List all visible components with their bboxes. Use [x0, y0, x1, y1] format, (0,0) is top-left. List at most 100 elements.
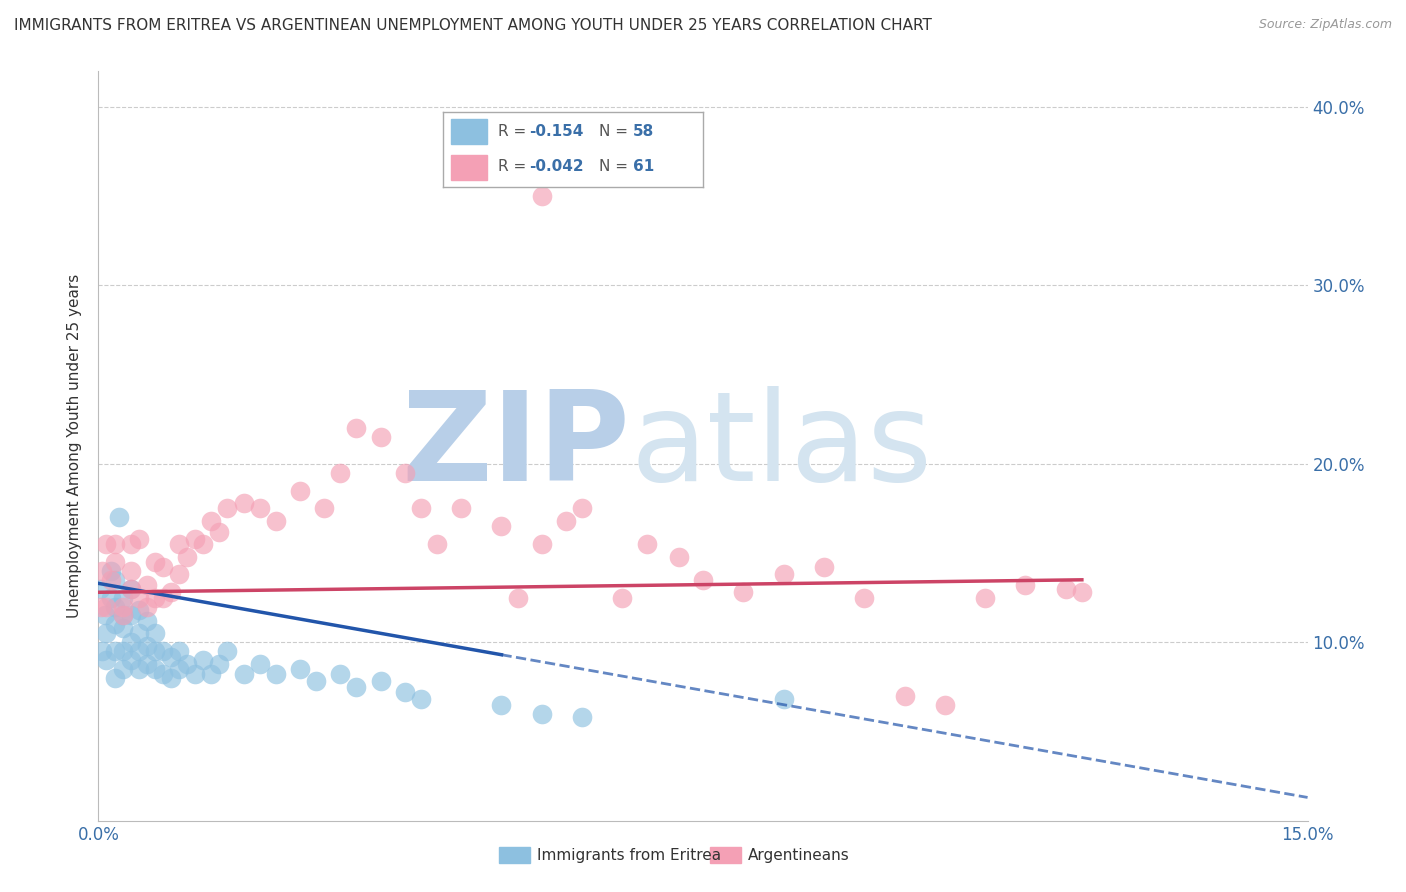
Point [152, 560, 174, 574]
Point [135, 614, 157, 628]
Point [450, 501, 472, 516]
Point [344, 680, 367, 694]
Point [135, 578, 157, 592]
Text: N =: N = [599, 160, 633, 174]
Point [176, 657, 198, 671]
Point [1070, 585, 1092, 599]
Text: Immigrants from Eritrea: Immigrants from Eritrea [537, 848, 721, 863]
Point [394, 466, 416, 480]
Point [232, 496, 254, 510]
Point [128, 644, 150, 658]
Point [120, 653, 142, 667]
Point [491, 519, 513, 533]
Point [135, 599, 157, 614]
Point [120, 582, 142, 596]
Point [89, 582, 111, 596]
Point [120, 608, 142, 623]
Point [394, 685, 416, 699]
Point [111, 621, 134, 635]
Point [264, 514, 287, 528]
Point [288, 662, 311, 676]
Point [571, 710, 593, 724]
Point [184, 667, 207, 681]
Point [636, 537, 658, 551]
Text: IMMIGRANTS FROM ERITREA VS ARGENTINEAN UNEMPLOYMENT AMONG YOUTH UNDER 25 YEARS C: IMMIGRANTS FROM ERITREA VS ARGENTINEAN U… [14, 18, 932, 33]
Point [128, 626, 150, 640]
Point [103, 599, 125, 614]
Point [103, 573, 125, 587]
Point [100, 564, 122, 578]
Point [96, 599, 118, 614]
Point [94, 608, 117, 623]
Point [530, 706, 553, 721]
Point [96, 537, 118, 551]
Point [103, 671, 125, 685]
Point [288, 483, 311, 498]
Point [1054, 582, 1077, 596]
Point [167, 662, 190, 676]
Point [555, 514, 578, 528]
Point [91, 564, 114, 578]
Point [96, 626, 118, 640]
Point [208, 524, 231, 539]
Point [143, 644, 166, 658]
Text: R =: R = [498, 160, 530, 174]
Point [612, 591, 634, 605]
Text: atlas: atlas [630, 385, 932, 507]
Point [772, 567, 794, 582]
Point [143, 555, 166, 569]
Point [530, 189, 553, 203]
Point [100, 591, 122, 605]
Point [167, 567, 190, 582]
Point [120, 564, 142, 578]
Point [329, 667, 352, 681]
Point [143, 662, 166, 676]
Point [813, 560, 835, 574]
Point [853, 591, 876, 605]
Text: N =: N = [599, 124, 633, 139]
Point [103, 617, 125, 632]
Point [111, 644, 134, 658]
Text: 61: 61 [633, 160, 654, 174]
Point [249, 501, 271, 516]
Point [208, 657, 231, 671]
Point [160, 671, 183, 685]
Text: ZIP: ZIP [402, 385, 630, 507]
Point [409, 501, 432, 516]
Point [152, 644, 174, 658]
Point [100, 573, 122, 587]
Point [329, 466, 352, 480]
Point [772, 692, 794, 706]
Point [370, 674, 392, 689]
Point [176, 549, 198, 564]
Point [91, 644, 114, 658]
Bar [451, 119, 486, 145]
Point [111, 599, 134, 614]
Point [128, 603, 150, 617]
Point [111, 608, 134, 623]
Point [506, 591, 529, 605]
Point [200, 514, 222, 528]
Point [135, 657, 157, 671]
Point [193, 653, 215, 667]
Point [1014, 578, 1036, 592]
Point [409, 692, 432, 706]
Point [128, 591, 150, 605]
Point [733, 585, 755, 599]
Point [893, 689, 915, 703]
Point [344, 421, 367, 435]
Point [184, 532, 207, 546]
Point [974, 591, 997, 605]
Point [120, 537, 142, 551]
Point [135, 639, 157, 653]
Text: 58: 58 [633, 124, 654, 139]
Point [103, 644, 125, 658]
Point [111, 608, 134, 623]
Point [934, 698, 956, 712]
Text: R =: R = [498, 124, 530, 139]
Point [160, 649, 183, 664]
Point [305, 674, 328, 689]
Point [128, 662, 150, 676]
Point [426, 537, 449, 551]
Point [530, 537, 553, 551]
